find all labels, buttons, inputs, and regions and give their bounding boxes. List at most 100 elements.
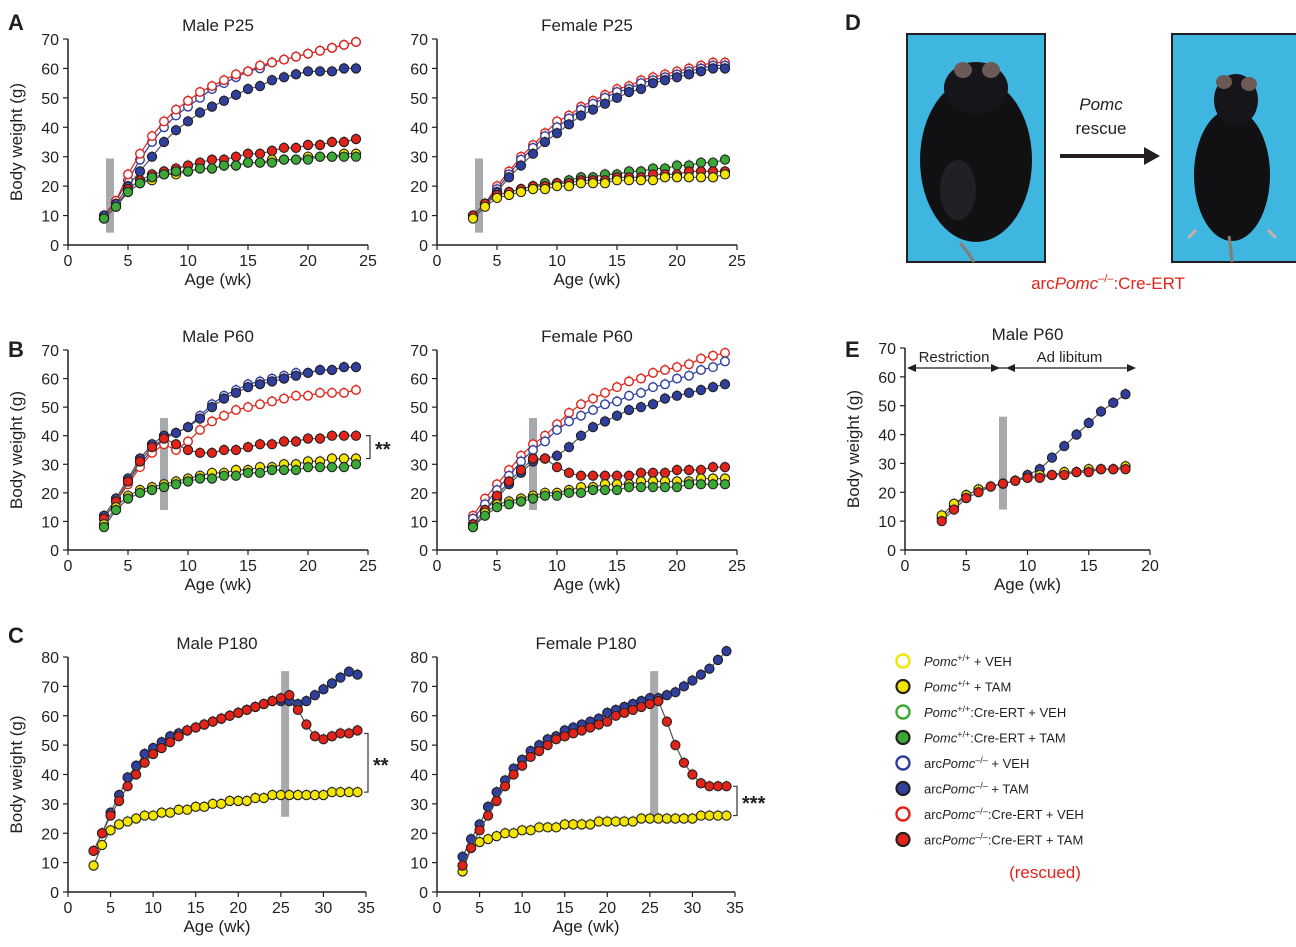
data-point <box>182 421 194 433</box>
data-point <box>539 183 551 195</box>
data-point <box>96 828 108 839</box>
series-rescue_tam <box>88 689 363 857</box>
data-point <box>712 654 724 666</box>
data-point <box>230 69 241 80</box>
data-point <box>1095 406 1107 417</box>
data-point <box>719 154 731 165</box>
data-point <box>636 701 647 713</box>
y-tick-label: 20 <box>410 486 428 503</box>
data-point <box>576 725 587 736</box>
series-line <box>103 435 356 519</box>
data-point <box>683 172 695 183</box>
phase-arrows: Restriction Ad libitum <box>907 349 1136 372</box>
data-point <box>98 213 110 224</box>
data-point <box>479 201 491 212</box>
data-point <box>158 433 170 444</box>
data-point <box>563 467 575 479</box>
data-point <box>695 66 707 77</box>
data-point <box>721 645 732 657</box>
data-point <box>1095 464 1107 475</box>
data-point <box>290 142 302 154</box>
data-point <box>683 69 695 80</box>
data-point <box>660 379 671 390</box>
data-point <box>599 416 611 427</box>
data-point <box>1120 389 1131 400</box>
data-point <box>610 816 621 827</box>
legend-marker <box>895 678 911 695</box>
data-point <box>194 473 206 484</box>
data-point <box>600 387 611 398</box>
data-point <box>602 816 613 827</box>
x-tick-label: 30 <box>684 900 702 917</box>
data-point <box>242 381 254 393</box>
chart-a2: 0 5 10 15 20 25 0 10 20 30 40 50 60 70 Female P25 Age (… <box>410 16 746 289</box>
x-tick-label: 0 <box>901 558 910 575</box>
series-wt_tam <box>88 786 363 871</box>
chart-title: Female P60 <box>541 327 633 346</box>
data-point <box>479 510 491 521</box>
data-point <box>1046 452 1058 463</box>
x-tick-label: 15 <box>556 900 574 917</box>
data-point <box>122 493 134 504</box>
data-point <box>587 484 599 496</box>
data-point <box>318 684 329 695</box>
data-point <box>635 83 647 95</box>
rescue-arrow <box>1060 147 1160 165</box>
x-tick-label: 15 <box>608 558 626 575</box>
data-point <box>194 413 206 424</box>
significance-bracket <box>733 785 738 817</box>
data-point <box>207 798 218 810</box>
data-point <box>230 387 242 399</box>
y-tick-label: 80 <box>41 650 59 667</box>
data-point <box>134 456 146 467</box>
x-axis-label: Age (wk) <box>552 917 619 936</box>
data-point <box>1071 466 1082 478</box>
data-point <box>719 63 731 74</box>
series-line <box>103 156 356 219</box>
data-point <box>612 382 623 393</box>
y-tick-label: 0 <box>419 238 428 255</box>
data-point <box>326 364 338 376</box>
data-point <box>326 731 338 742</box>
data-point <box>636 373 647 384</box>
data-point <box>267 57 278 68</box>
data-point <box>291 390 302 401</box>
x-tick-label: 20 <box>229 900 247 917</box>
data-point <box>611 175 623 186</box>
data-point <box>278 154 290 165</box>
series-line <box>103 138 357 219</box>
data-point <box>576 399 587 410</box>
x-tick-label: 5 <box>124 558 133 575</box>
x-tick-label: 0 <box>64 253 73 270</box>
data-point <box>146 172 158 183</box>
data-point <box>170 166 182 177</box>
data-point <box>315 45 326 56</box>
y-tick-label: 30 <box>878 456 896 473</box>
data-point <box>672 373 683 384</box>
data-point <box>503 499 515 510</box>
data-point <box>267 695 278 707</box>
y-tick-label: 20 <box>41 826 59 843</box>
significance-stars: ** <box>375 439 391 461</box>
data-point <box>194 107 206 118</box>
data-point <box>267 396 278 407</box>
data-point <box>563 487 575 499</box>
data-point <box>1108 397 1119 408</box>
x-axis-label: Age (wk) <box>183 917 250 936</box>
series-line <box>103 67 356 217</box>
data-point <box>327 42 338 53</box>
legend-label: arcPomc–/– + TAM <box>924 781 1029 797</box>
data-point <box>619 707 630 718</box>
data-point <box>671 72 683 83</box>
data-point <box>318 734 329 745</box>
x-tick-label: 10 <box>179 253 197 270</box>
data-point <box>326 461 338 473</box>
x-tick-label: 35 <box>726 900 744 917</box>
data-point <box>1083 466 1094 478</box>
data-point <box>659 393 671 404</box>
data-point <box>499 781 511 792</box>
data-point <box>647 399 659 410</box>
data-point <box>610 710 621 721</box>
data-point <box>170 125 182 136</box>
